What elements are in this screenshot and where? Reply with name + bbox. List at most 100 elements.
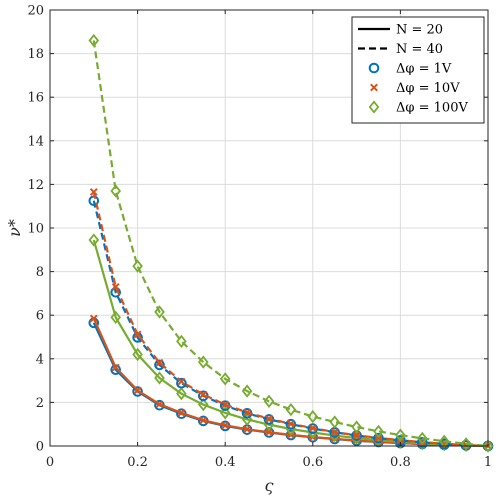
data-point	[219, 406, 231, 420]
data-point	[395, 428, 406, 442]
data-point	[219, 372, 231, 386]
legend-entry: Δφ = 10V	[370, 81, 460, 96]
data-point	[197, 397, 209, 412]
data-point	[438, 438, 450, 450]
x-tick-label: 0.6	[302, 455, 323, 470]
data-point	[241, 384, 253, 398]
data-point	[352, 431, 361, 440]
series-line	[92, 40, 489, 448]
y-tick-label: 0	[36, 440, 44, 455]
legend-label: N = 20	[396, 23, 443, 38]
data-point	[330, 428, 339, 436]
x-tick-label: 0.8	[390, 455, 411, 470]
legend-label: Δφ = 1V	[396, 62, 452, 77]
data-point	[308, 424, 317, 433]
data-point	[307, 409, 319, 424]
data-point	[155, 400, 164, 409]
data-point	[243, 408, 252, 417]
data-point	[154, 371, 165, 385]
series-group	[88, 33, 494, 453]
data-point	[265, 428, 273, 437]
x-axis: 0 0.2 0.4 0.6 0.8 1	[46, 10, 492, 470]
data-point	[132, 386, 143, 397]
series-line	[92, 318, 489, 448]
data-point	[177, 377, 186, 386]
data-point	[177, 408, 186, 417]
y-tick-label: 16	[27, 91, 44, 106]
data-point	[417, 436, 428, 448]
data-point	[89, 188, 98, 196]
data-point	[460, 437, 472, 451]
legend-entry: N = 20	[358, 23, 443, 38]
legend-label: Δφ = 100V	[396, 101, 468, 116]
data-point	[243, 425, 252, 434]
y-tick-label: 8	[36, 265, 44, 280]
y-tick-label: 6	[36, 309, 44, 324]
data-point	[110, 310, 122, 325]
data-point	[133, 330, 142, 339]
series-n40-1V	[88, 195, 494, 452]
y-tick-label: 12	[27, 178, 44, 193]
series-line	[92, 200, 489, 448]
data-point	[111, 363, 120, 372]
data-point	[132, 347, 143, 362]
data-point	[111, 282, 120, 291]
y-tick-label: 4	[36, 352, 44, 367]
legend-box	[351, 16, 485, 124]
data-point	[155, 358, 164, 367]
legend: N = 20 N = 40 Δφ = 1V Δφ = 10V Δφ = 100V	[351, 16, 485, 124]
data-point	[329, 415, 341, 429]
legend-entry: Δφ = 1V	[368, 62, 452, 77]
data-point	[176, 334, 187, 349]
series-n40-10V	[89, 188, 492, 450]
data-point	[133, 386, 142, 395]
series-n20-1V	[88, 317, 494, 452]
y-tick-label: 14	[27, 134, 44, 149]
data-point	[199, 390, 208, 399]
y-tick-label: 18	[27, 47, 44, 62]
data-point	[285, 402, 297, 417]
series-n40-100V	[88, 33, 494, 453]
data-point	[482, 439, 494, 453]
data-point	[286, 419, 295, 428]
legend-label: N = 40	[396, 42, 443, 57]
y-tick-label: 10	[27, 222, 44, 237]
data-point	[176, 377, 187, 389]
data-point	[373, 432, 384, 444]
data-point	[221, 421, 230, 430]
y-tick-label: 20	[27, 4, 44, 19]
x-tick-label: 0.4	[215, 455, 236, 470]
y-axis-label: ν*	[5, 219, 24, 237]
legend-marker	[370, 83, 378, 92]
data-point	[351, 420, 362, 434]
data-point	[89, 314, 98, 323]
data-point	[132, 259, 143, 273]
data-point	[416, 431, 428, 446]
legend-label: Δφ = 10V	[396, 81, 460, 96]
x-tick-label: 1	[484, 455, 492, 470]
data-point	[154, 359, 165, 371]
data-point	[197, 355, 209, 369]
legend-marker	[368, 62, 380, 74]
legend-entry: Δφ = 100V	[368, 100, 468, 116]
y-tick-label: 2	[36, 396, 44, 411]
data-point	[88, 233, 100, 247]
data-point	[307, 423, 319, 434]
data-point	[373, 424, 384, 439]
data-point	[265, 414, 273, 423]
data-point	[154, 305, 165, 319]
legend-marker	[368, 100, 380, 114]
series-n20-100V	[88, 233, 494, 453]
data-point	[263, 394, 275, 408]
data-point	[110, 184, 122, 198]
x-tick-label: 0.2	[127, 455, 148, 470]
series-line	[92, 191, 489, 448]
y-axis: 0 2 4 6 8 10 12 14 16 18 20	[27, 4, 488, 455]
x-axis-label: ς	[265, 476, 274, 495]
data-point	[221, 400, 230, 409]
x-tick-label: 0	[46, 455, 54, 470]
data-point	[199, 416, 208, 425]
data-point	[88, 33, 100, 48]
legend-entry: N = 40	[358, 42, 443, 57]
